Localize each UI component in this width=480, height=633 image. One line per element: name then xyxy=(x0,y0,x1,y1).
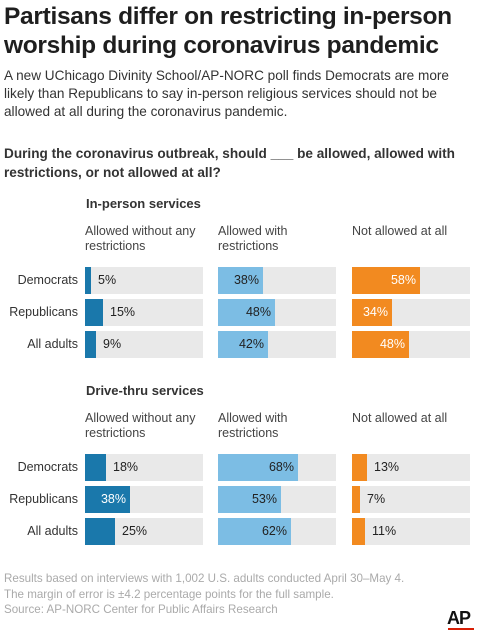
drive-thru-bar-track: 11% xyxy=(352,518,470,545)
drive-thru-bar-value-label: 68% xyxy=(268,460,294,474)
drive-thru-bar-value-label: 62% xyxy=(261,524,287,538)
drive-thru-bar xyxy=(85,486,130,513)
in-person-bar-value-label: 48% xyxy=(379,337,405,351)
footer-notes: Results based on interviews with 1,002 U… xyxy=(4,571,444,618)
in-person-bar-track: 15% xyxy=(85,299,203,326)
drive-thru-bar-value-label: 18% xyxy=(113,460,139,474)
drive-thru-bar-value-label: 53% xyxy=(251,492,277,506)
drive-thru-column-header-1: Allowed with restrictions xyxy=(218,411,288,440)
in-person-bar-track: 42% xyxy=(218,331,336,358)
drive-thru-bar-track: 62% xyxy=(218,518,336,545)
in-person-bar-value-label: 34% xyxy=(362,305,388,319)
drive-thru-row-label: Democrats xyxy=(17,460,78,474)
footer-source: Source: AP-NORC Center for Public Affair… xyxy=(4,603,278,616)
in-person-bar-value-label: 48% xyxy=(245,305,271,319)
in-person-bar xyxy=(218,331,268,358)
drive-thru-bar-track: 68% xyxy=(218,454,336,481)
drive-thru-bar-value-label: 7% xyxy=(367,492,386,506)
in-person-section-title: In-person services xyxy=(86,196,201,211)
in-person-column-header-2: Not allowed at all xyxy=(352,224,448,238)
drive-thru-bar-value-label: 13% xyxy=(374,460,400,474)
drive-thru-row-label: All adults xyxy=(27,524,78,538)
ap-logo-rule xyxy=(448,628,474,630)
drive-thru-bar-track: 7% xyxy=(352,486,470,513)
drive-thru-bar xyxy=(218,454,298,481)
drive-thru-bar xyxy=(352,454,367,481)
footer-line-1: Results based on interviews with 1,002 U… xyxy=(4,572,405,585)
ap-logo: AP xyxy=(447,608,477,630)
drive-thru-row-label: Republicans xyxy=(9,492,78,506)
in-person-column-header-1: Allowed with restrictions xyxy=(218,224,288,253)
in-person-bar xyxy=(85,267,91,294)
drive-thru-bar-track: 53% xyxy=(218,486,336,513)
in-person-bar xyxy=(85,299,103,326)
drive-thru-bar-track: 25% xyxy=(85,518,203,545)
drive-thru-column-header-2: Not allowed at all xyxy=(352,411,448,425)
drive-thru-bar-track: 13% xyxy=(352,454,470,481)
drive-thru-bar xyxy=(85,454,106,481)
drive-thru-bar-track: 38% xyxy=(85,486,203,513)
drive-thru-bar xyxy=(352,486,360,513)
in-person-bar-track: 34% xyxy=(352,299,470,326)
in-person-bar xyxy=(218,299,275,326)
in-person-bar-track: 58% xyxy=(352,267,470,294)
in-person-bar-track: 48% xyxy=(352,331,470,358)
drive-thru-bar-value-label: 11% xyxy=(372,524,397,538)
drive-thru-bar xyxy=(218,486,281,513)
drive-thru-section-title: Drive-thru services xyxy=(86,383,204,398)
in-person-row-label: Democrats xyxy=(17,273,78,287)
drive-thru-column-header-0: Allowed without any restrictions xyxy=(85,411,196,440)
drive-thru-bar xyxy=(352,518,365,545)
in-person-row-label: All adults xyxy=(27,337,78,351)
in-person-bar-track: 38% xyxy=(218,267,336,294)
in-person-bar xyxy=(352,299,392,326)
drive-thru-bar-value-label: 25% xyxy=(122,524,148,538)
in-person-bar-track: 5% xyxy=(85,267,203,294)
chart-subtitle: A new UChicago Divinity School/AP-NORC p… xyxy=(4,68,449,119)
drive-thru-bar xyxy=(85,518,115,545)
in-person-bar-value-label: 42% xyxy=(238,337,264,351)
in-person-column-header-0: Allowed without any restrictions xyxy=(85,224,196,253)
in-person-bar-value-label: 5% xyxy=(98,273,117,287)
in-person-bar xyxy=(352,267,420,294)
in-person-bar-track: 9% xyxy=(85,331,203,358)
in-person-bar-value-label: 15% xyxy=(110,305,136,319)
footer-line-2: The margin of error is ±4.2 percentage p… xyxy=(4,587,334,601)
in-person-bar xyxy=(352,331,409,358)
in-person-bar-value-label: 38% xyxy=(233,273,259,287)
drive-thru-bar-value-label: 38% xyxy=(100,492,126,506)
survey-question: During the coronavirus outbreak, should … xyxy=(4,146,455,180)
in-person-row-label: Republicans xyxy=(9,305,78,319)
in-person-bar-track: 48% xyxy=(218,299,336,326)
in-person-bar xyxy=(85,331,96,358)
drive-thru-bar xyxy=(218,518,291,545)
chart-title: Partisans differ on restricting in-perso… xyxy=(4,3,452,59)
ap-logo-text: AP xyxy=(447,608,471,628)
in-person-bar xyxy=(218,267,263,294)
drive-thru-bar-track: 18% xyxy=(85,454,203,481)
in-person-bar-value-label: 58% xyxy=(390,273,416,287)
in-person-bar-value-label: 9% xyxy=(103,337,122,351)
